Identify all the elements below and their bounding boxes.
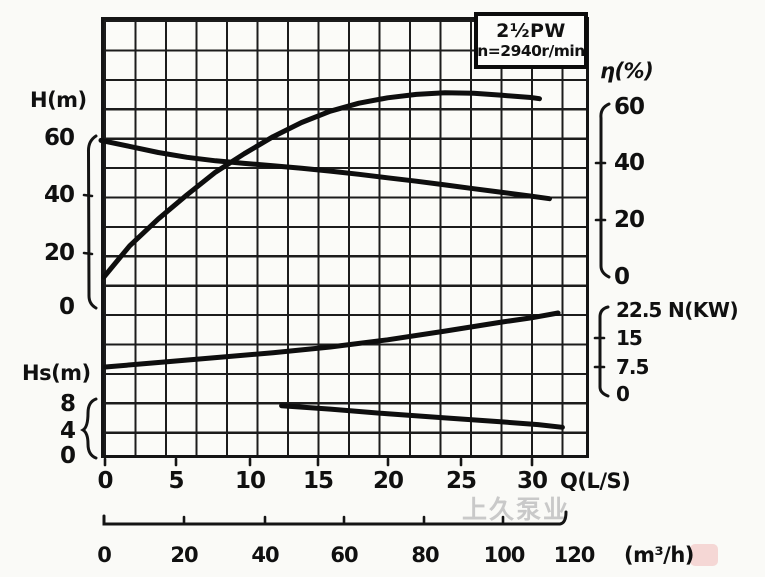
- eta-axis-bracket: [599, 102, 611, 279]
- n-tick-15: 15: [616, 326, 643, 350]
- curve-power-curve-N-Q: [102, 310, 561, 370]
- m3h-axis-label: (m³/h): [624, 543, 694, 567]
- hs-axis-label: Hs(m): [22, 361, 91, 385]
- n-axis-label: N(KW): [668, 298, 739, 322]
- eta-tick-40: 40: [614, 150, 645, 176]
- pump-model-box: 2½PW n=2940r/min: [474, 12, 588, 69]
- n-tick-22-5: 22.5: [616, 298, 662, 322]
- h-tick-0: 0: [58, 294, 75, 320]
- m3h-label-100: 100: [483, 543, 526, 567]
- n-tick-0: 0: [616, 382, 630, 406]
- qls-label-0: 0: [97, 468, 113, 494]
- qls-label-30: 30: [516, 468, 548, 494]
- curve-head-curve-H-Q: [98, 137, 552, 202]
- hs-axis-bracket: [80, 397, 98, 460]
- h-tick-20: 20: [43, 240, 75, 266]
- m3h-label-80: 80: [411, 543, 439, 567]
- qls-axis-label: Q(L/S): [560, 469, 631, 493]
- m3h-label-60: 60: [330, 543, 358, 567]
- n-axis-bracket: [598, 305, 610, 398]
- eta-axis-label: η(%): [600, 59, 654, 83]
- hs-tick-8: 8: [59, 391, 76, 417]
- h-axis-label: H(m): [30, 88, 87, 112]
- m3h-axis-line: [102, 510, 568, 526]
- curve-efficiency-curve-eta-Q: [101, 90, 542, 280]
- m3h-label-20: 20: [170, 543, 198, 567]
- qls-label-15: 15: [302, 468, 334, 494]
- plot-grid: [101, 17, 589, 458]
- qls-label-5: 5: [168, 468, 184, 494]
- m3h-label-40: 40: [251, 543, 279, 567]
- eta-tick-60: 60: [614, 94, 645, 120]
- watermark-text: 上久泵业: [462, 495, 571, 524]
- pump-model-label: 2½PW: [496, 20, 566, 42]
- eta-tick-20: 20: [614, 207, 645, 233]
- qls-label-25: 25: [445, 468, 477, 494]
- h-tick-60: 60: [43, 125, 75, 151]
- h-axis-tick-40: [82, 193, 94, 198]
- qls-label-10: 10: [234, 468, 266, 494]
- hs-tick-4: 4: [59, 418, 76, 444]
- h-axis-tick-20: [82, 251, 94, 256]
- h-axis-bracket: [86, 134, 98, 310]
- pump-speed-label: n=2940r/min: [477, 42, 585, 60]
- n-tick-7-5: 7.5: [616, 355, 649, 379]
- h-tick-40: 40: [43, 182, 75, 208]
- m3h-label-0: 0: [97, 543, 112, 567]
- curve-suction-curve-Hs-Q: [279, 403, 565, 430]
- red-stamp-smudge: [690, 544, 718, 566]
- qls-label-20: 20: [372, 468, 404, 494]
- curves-group: [98, 90, 565, 430]
- eta-tick-0: 0: [614, 264, 630, 290]
- m3h-label-120: 120: [553, 543, 596, 567]
- hs-tick-0: 0: [59, 443, 76, 469]
